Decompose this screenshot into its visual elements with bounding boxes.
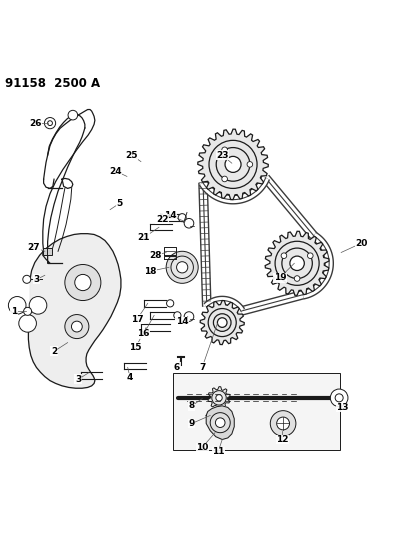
Circle shape <box>65 264 100 301</box>
Circle shape <box>221 147 227 152</box>
Circle shape <box>294 276 299 281</box>
Text: 8: 8 <box>188 401 194 410</box>
Text: 16: 16 <box>137 329 149 338</box>
Circle shape <box>184 219 193 228</box>
Text: 17: 17 <box>130 315 143 324</box>
Circle shape <box>29 296 47 314</box>
Circle shape <box>19 314 36 332</box>
Bar <box>173 373 339 450</box>
Text: 11: 11 <box>211 447 224 456</box>
Circle shape <box>334 394 342 402</box>
Circle shape <box>176 262 188 273</box>
Text: 22: 22 <box>156 215 168 224</box>
Polygon shape <box>264 231 328 295</box>
Circle shape <box>270 410 295 437</box>
Circle shape <box>224 156 241 172</box>
Text: 27: 27 <box>28 243 40 252</box>
Text: 24: 24 <box>109 167 122 176</box>
Polygon shape <box>206 406 234 440</box>
Circle shape <box>65 314 89 338</box>
Text: 9: 9 <box>188 419 194 428</box>
Circle shape <box>276 417 289 430</box>
Polygon shape <box>200 301 244 345</box>
Polygon shape <box>28 233 121 388</box>
Text: 12: 12 <box>275 435 288 444</box>
Polygon shape <box>197 129 268 200</box>
Circle shape <box>289 256 304 271</box>
Circle shape <box>166 251 198 284</box>
Text: 91158  2500 A: 91158 2500 A <box>5 77 100 91</box>
Text: 26: 26 <box>29 119 42 127</box>
Circle shape <box>9 296 26 314</box>
Circle shape <box>210 413 230 433</box>
Circle shape <box>47 121 52 126</box>
Text: 19: 19 <box>273 273 286 282</box>
Circle shape <box>23 308 32 316</box>
Circle shape <box>171 256 193 279</box>
Circle shape <box>221 176 227 182</box>
Circle shape <box>246 161 252 167</box>
Text: 2: 2 <box>51 347 57 356</box>
Circle shape <box>178 214 186 222</box>
Circle shape <box>307 253 312 259</box>
Circle shape <box>44 118 55 129</box>
Circle shape <box>184 312 193 321</box>
Circle shape <box>23 276 31 284</box>
Text: 23: 23 <box>215 151 228 160</box>
Text: 4: 4 <box>127 373 133 382</box>
Text: 21: 21 <box>137 233 149 242</box>
Text: 3: 3 <box>34 275 40 284</box>
Circle shape <box>68 110 77 120</box>
Circle shape <box>173 312 181 319</box>
Circle shape <box>280 253 286 259</box>
Circle shape <box>330 389 347 407</box>
Polygon shape <box>207 386 230 409</box>
Text: 20: 20 <box>354 239 367 248</box>
Text: 3: 3 <box>75 375 81 384</box>
Text: 18: 18 <box>143 267 156 276</box>
Circle shape <box>215 394 222 401</box>
Text: 14: 14 <box>175 317 188 326</box>
Circle shape <box>217 318 226 327</box>
Text: 6: 6 <box>173 363 180 372</box>
Text: 14: 14 <box>164 211 176 220</box>
Bar <box>43 248 51 255</box>
Text: 28: 28 <box>149 251 162 260</box>
Text: 25: 25 <box>125 151 138 160</box>
Circle shape <box>215 418 224 427</box>
Text: 1: 1 <box>11 307 17 316</box>
Text: 5: 5 <box>116 199 123 208</box>
Text: 13: 13 <box>335 403 348 412</box>
Text: 7: 7 <box>198 363 205 372</box>
Text: 10: 10 <box>196 443 208 452</box>
Circle shape <box>166 300 173 307</box>
Circle shape <box>71 321 82 332</box>
Text: 15: 15 <box>129 343 142 352</box>
Circle shape <box>75 274 91 290</box>
